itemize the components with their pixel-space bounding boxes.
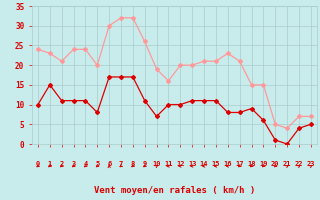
X-axis label: Vent moyen/en rafales ( km/h ): Vent moyen/en rafales ( km/h ) (94, 186, 255, 195)
